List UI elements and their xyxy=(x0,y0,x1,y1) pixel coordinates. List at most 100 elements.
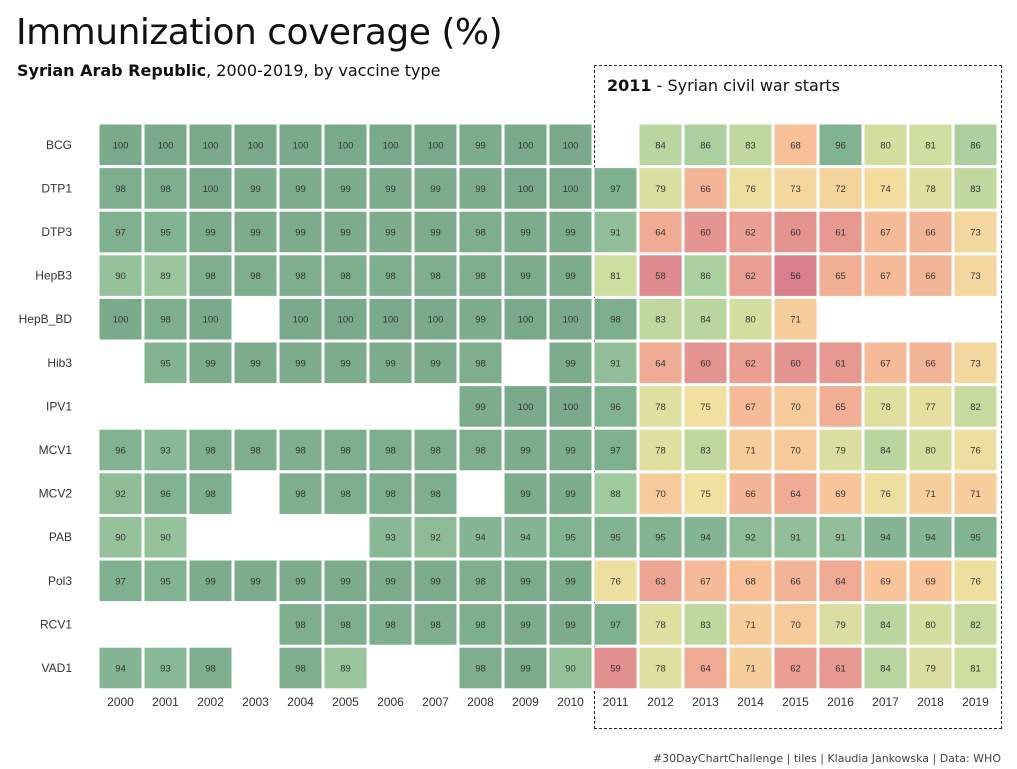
subtitle-rest: , 2000-2019, by vaccine type xyxy=(206,61,441,80)
heatmap-tile xyxy=(458,428,503,472)
tile-value-label: 61 xyxy=(835,664,846,675)
heatmap-tile xyxy=(368,472,413,515)
tile-value-label: 99 xyxy=(385,576,396,587)
tile-value-label: 64 xyxy=(700,664,711,675)
heatmap-tile xyxy=(728,515,773,559)
x-tick-label: 2018 xyxy=(917,695,944,709)
heatmap-tile xyxy=(413,297,458,341)
tile-value-label: 81 xyxy=(970,664,981,675)
tile-value-label: 99 xyxy=(520,446,531,457)
heatmap-tile xyxy=(953,167,998,210)
tile-value-label: 62 xyxy=(790,664,801,675)
heatmap-tile xyxy=(548,254,593,297)
heatmap-tile xyxy=(548,515,593,559)
tile-value-label: 99 xyxy=(475,184,486,195)
tile-value-label: 82 xyxy=(970,620,981,631)
heatmap-tile xyxy=(413,559,458,603)
heatmap-tile xyxy=(188,297,233,341)
tile-value-label: 99 xyxy=(385,358,396,369)
tile-value-label: 69 xyxy=(880,576,891,587)
tile-value-label: 73 xyxy=(790,184,801,195)
heatmap-tile xyxy=(143,123,188,167)
heatmap-tile xyxy=(773,297,818,341)
heatmap-tile xyxy=(683,515,728,559)
tile-value-label: 96 xyxy=(160,489,171,500)
tile-value-label: 76 xyxy=(745,184,756,195)
heatmap-tile xyxy=(773,210,818,254)
tile-value-label: 82 xyxy=(970,402,981,413)
tile-value-label: 81 xyxy=(925,140,936,151)
tile-value-label: 76 xyxy=(880,489,891,500)
heatmap-tile xyxy=(638,559,683,603)
heatmap-tile xyxy=(638,515,683,559)
heatmap-tile xyxy=(143,646,188,690)
heatmap-tile xyxy=(953,341,998,385)
heatmap-tile xyxy=(593,428,638,472)
tile-value-label: 98 xyxy=(205,271,216,282)
x-tick-label: 2019 xyxy=(962,695,989,709)
heatmap-tile xyxy=(413,472,458,515)
heatmap-tile xyxy=(773,646,818,690)
tile-value-label: 63 xyxy=(655,576,666,587)
heatmap-tile xyxy=(593,254,638,297)
heatmap-tile xyxy=(503,603,548,646)
tile-value-label: 71 xyxy=(790,315,801,326)
heatmap-tile xyxy=(458,210,503,254)
heatmap-tile xyxy=(908,254,953,297)
tile-value-label: 66 xyxy=(925,271,936,282)
heatmap-tile xyxy=(188,559,233,603)
tile-value-label: 90 xyxy=(160,533,171,544)
heatmap-tile xyxy=(728,297,773,341)
tile-value-label: 98 xyxy=(430,271,441,282)
heatmap-tile xyxy=(233,559,278,603)
heatmap-tile xyxy=(953,472,998,515)
heatmap-tile xyxy=(638,472,683,515)
heatmap-tile xyxy=(773,515,818,559)
heatmap-tile xyxy=(863,428,908,472)
tile-value-label: 73 xyxy=(970,358,981,369)
tile-value-label: 97 xyxy=(610,184,621,195)
heatmap-tile xyxy=(683,472,728,515)
tile-value-label: 98 xyxy=(295,620,306,631)
heatmap-tile xyxy=(323,341,368,385)
heatmap-tile xyxy=(98,210,143,254)
civil-war-annotation: 2011 - Syrian civil war starts xyxy=(607,76,840,95)
heatmap-tile xyxy=(98,167,143,210)
heatmap-tile xyxy=(863,472,908,515)
tile-value-label: 98 xyxy=(385,489,396,500)
tile-value-label: 100 xyxy=(293,315,309,326)
heatmap-tile xyxy=(638,341,683,385)
heatmap-tile xyxy=(368,341,413,385)
tile-value-label: 65 xyxy=(835,271,846,282)
tile-value-label: 71 xyxy=(745,664,756,675)
tile-value-label: 64 xyxy=(655,358,666,369)
heatmap-tile xyxy=(278,297,323,341)
tile-value-label: 91 xyxy=(835,533,846,544)
tile-value-label: 58 xyxy=(655,271,666,282)
x-tick-label: 2003 xyxy=(242,695,269,709)
tile-value-label: 76 xyxy=(970,446,981,457)
tile-value-label: 99 xyxy=(565,576,576,587)
tile-value-label: 100 xyxy=(518,402,534,413)
heatmap-tile xyxy=(548,385,593,428)
heatmap-tile xyxy=(188,167,233,210)
tile-value-label: 100 xyxy=(383,315,399,326)
tile-value-label: 68 xyxy=(745,576,756,587)
tile-value-label: 70 xyxy=(790,402,801,413)
annotation-text: - Syrian civil war starts xyxy=(651,76,840,95)
tile-value-label: 96 xyxy=(610,402,621,413)
heatmap-tile xyxy=(593,210,638,254)
tile-value-label: 79 xyxy=(835,620,846,631)
heatmap-tile xyxy=(953,428,998,472)
tile-value-label: 99 xyxy=(250,358,261,369)
tile-value-label: 71 xyxy=(745,620,756,631)
heatmap-tile xyxy=(773,123,818,167)
heatmap-tile xyxy=(863,341,908,385)
heatmap-tile xyxy=(278,167,323,210)
tile-value-label: 84 xyxy=(880,446,891,457)
heatmap-tile xyxy=(908,559,953,603)
heatmap-tile xyxy=(728,385,773,428)
tile-value-label: 96 xyxy=(835,140,846,151)
heatmap-tile xyxy=(188,341,233,385)
heatmap-tile xyxy=(818,341,863,385)
